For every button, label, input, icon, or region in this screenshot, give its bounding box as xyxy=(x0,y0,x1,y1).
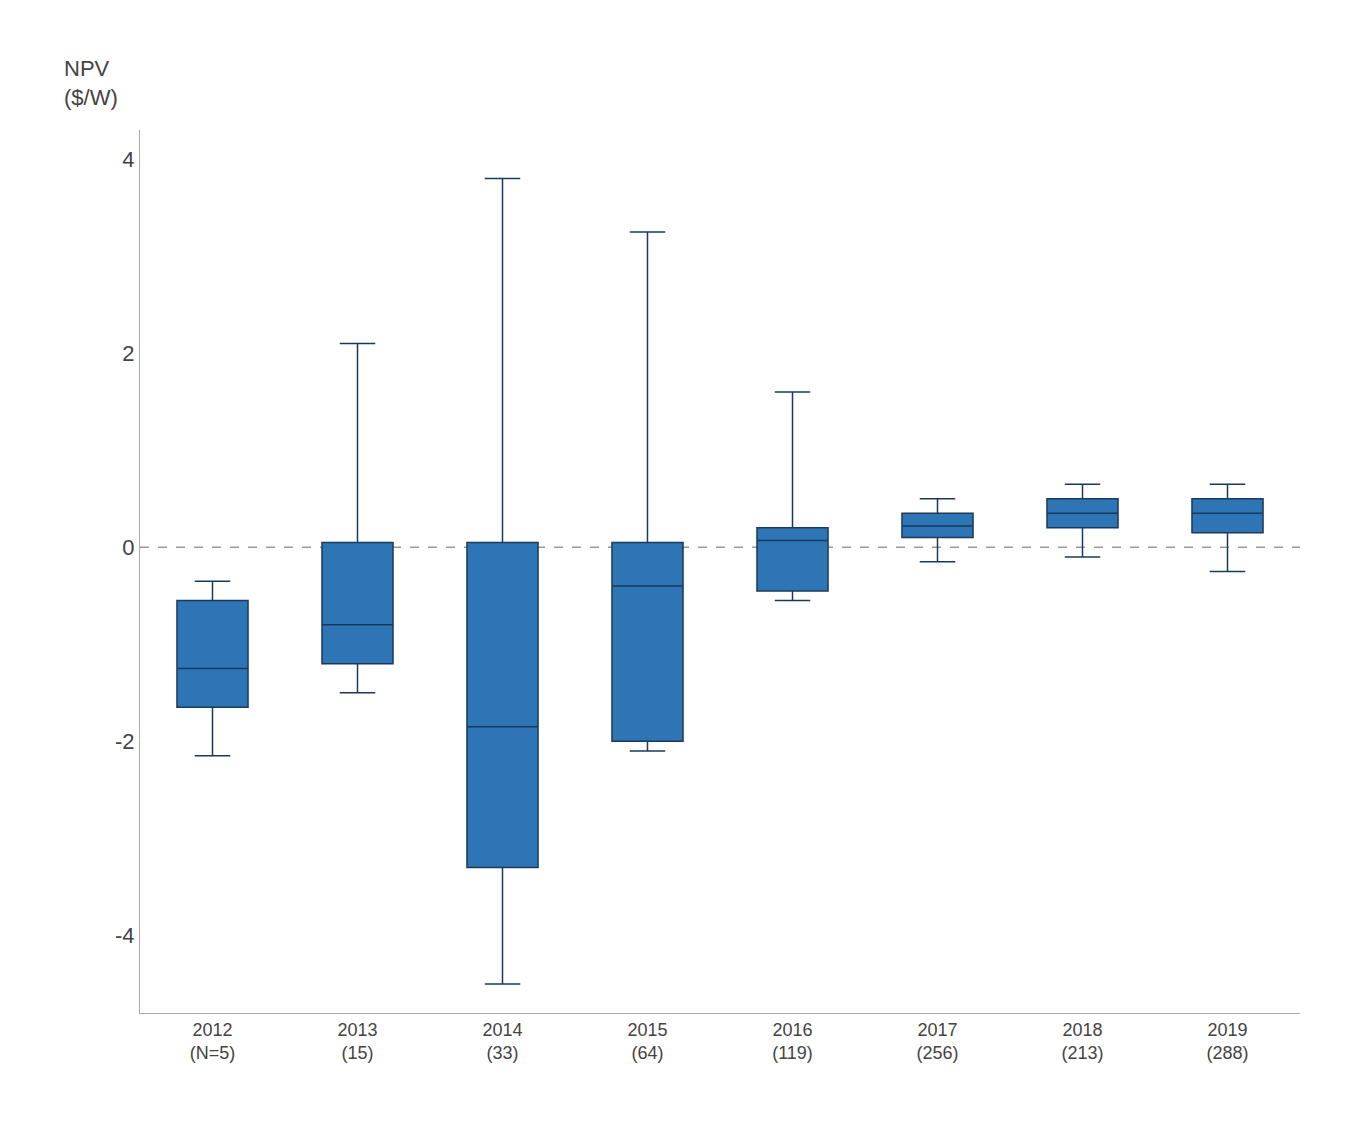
svg-text:2013(15): 2013(15) xyxy=(337,1020,377,1063)
svg-text:-2: -2 xyxy=(115,729,135,754)
svg-text:2012(N=5): 2012(N=5) xyxy=(190,1020,236,1063)
svg-text:2: 2 xyxy=(122,341,134,366)
svg-text:2018(213): 2018(213) xyxy=(1061,1020,1103,1063)
svg-text:2014(33): 2014(33) xyxy=(482,1020,522,1063)
svg-text:2017(256): 2017(256) xyxy=(916,1020,958,1063)
svg-text:2019(288): 2019(288) xyxy=(1206,1020,1248,1063)
svg-text:0: 0 xyxy=(122,535,134,560)
svg-text:2016(119): 2016(119) xyxy=(772,1020,813,1063)
svg-text:NPV($/W): NPV($/W) xyxy=(64,56,118,110)
svg-text:2015(64): 2015(64) xyxy=(627,1020,667,1063)
svg-text:-4: -4 xyxy=(115,923,135,948)
svg-text:4: 4 xyxy=(122,147,134,172)
